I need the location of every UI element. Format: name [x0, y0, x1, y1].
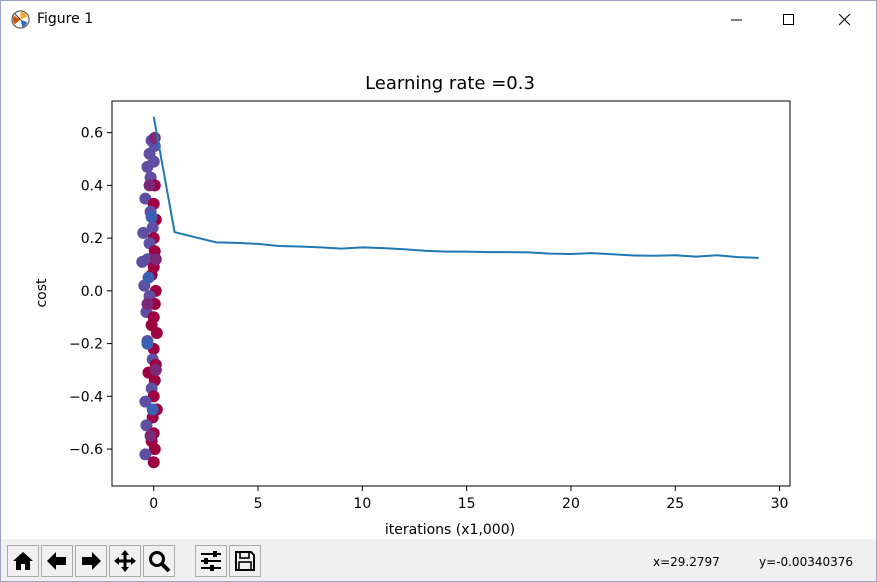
save-button[interactable] — [229, 545, 261, 577]
home-icon — [13, 552, 33, 570]
scatter-point — [149, 253, 162, 266]
axes-frame — [111, 100, 791, 487]
chart: 0 5 10 15 20 25 30 −0.6 −0.4 −0.2 0.0 0.2 0.4 0.6 Le… — [34, 73, 791, 538]
zoom-button[interactable] — [143, 545, 175, 577]
title-bar: Figure 1 — [1, 1, 876, 39]
navigation-toolbar: x=29.2797 y=-0.00340376 — [1, 539, 876, 581]
y-tick-label: 0.2 — [81, 231, 103, 247]
scatter-point — [142, 271, 155, 284]
y-tick-label: −0.6 — [69, 442, 103, 458]
scatter-point — [146, 221, 159, 234]
maximize-button[interactable] — [763, 1, 815, 39]
back-button[interactable] — [41, 545, 73, 577]
scatter-point — [148, 443, 161, 456]
plot-canvas[interactable]: 0 5 10 15 20 25 30 −0.6 −0.4 −0.2 0.0 0.2 0.4 0.6 Le… — [1, 39, 876, 539]
pan-icon — [114, 550, 136, 572]
minimize-icon — [731, 19, 742, 21]
y-axis: −0.6 −0.4 −0.2 0.0 0.2 0.4 0.6 — [69, 126, 112, 458]
scatter-point — [136, 255, 149, 268]
pan-button[interactable] — [109, 545, 141, 577]
matplotlib-figure-icon — [11, 10, 30, 29]
save-icon — [235, 551, 255, 571]
y-axis-label: cost — [34, 278, 50, 308]
minimize-button[interactable] — [711, 1, 763, 39]
x-tick-label: 25 — [666, 496, 684, 512]
scatter-point — [149, 363, 162, 376]
scatter-point — [143, 179, 156, 192]
x-axis-label: iterations (x1,000) — [385, 522, 515, 538]
scatter-point — [145, 211, 158, 224]
scatter-point — [140, 419, 153, 432]
x-tick-label: 5 — [254, 496, 263, 512]
scatter-point — [137, 226, 150, 239]
forward-arrow-icon — [82, 552, 101, 570]
window-title: Figure 1 — [37, 11, 94, 27]
scatter-point — [139, 395, 152, 408]
close-icon — [839, 14, 851, 26]
scatter-overlay — [136, 131, 163, 469]
scatter-point — [141, 337, 154, 350]
scatter-point — [141, 298, 154, 311]
x-tick-label: 30 — [771, 496, 789, 512]
cursor-x-readout: x=29.2797 — [653, 555, 720, 569]
x-axis: 0 5 10 15 20 25 30 — [149, 486, 788, 512]
y-tick-label: 0.6 — [81, 126, 103, 142]
configure-subplots-icon — [201, 551, 221, 571]
x-tick-label: 15 — [458, 496, 476, 512]
scatter-point — [139, 448, 152, 461]
scatter-point — [141, 160, 154, 173]
x-tick-label: 10 — [353, 496, 371, 512]
home-button[interactable] — [7, 545, 39, 577]
y-tick-label: 0.0 — [81, 284, 103, 300]
x-tick-label: 0 — [149, 496, 158, 512]
y-tick-label: −0.2 — [69, 337, 103, 353]
y-tick-label: −0.4 — [69, 389, 103, 405]
chart-title: Learning rate =0.3 — [365, 73, 535, 94]
y-tick-label: 0.4 — [81, 178, 103, 194]
configure-subplots-button[interactable] — [195, 545, 227, 577]
scatter-point — [146, 403, 159, 416]
x-tick-label: 20 — [562, 496, 580, 512]
zoom-icon — [149, 551, 171, 573]
maximize-icon — [783, 14, 794, 25]
back-arrow-icon — [47, 552, 66, 570]
forward-button[interactable] — [75, 545, 107, 577]
cursor-y-readout: y=-0.00340376 — [759, 555, 854, 569]
scatter-point — [150, 327, 163, 340]
cost-line — [152, 116, 759, 259]
scatter-point — [147, 456, 160, 469]
close-button[interactable] — [819, 1, 871, 39]
scatter-point — [144, 429, 157, 442]
